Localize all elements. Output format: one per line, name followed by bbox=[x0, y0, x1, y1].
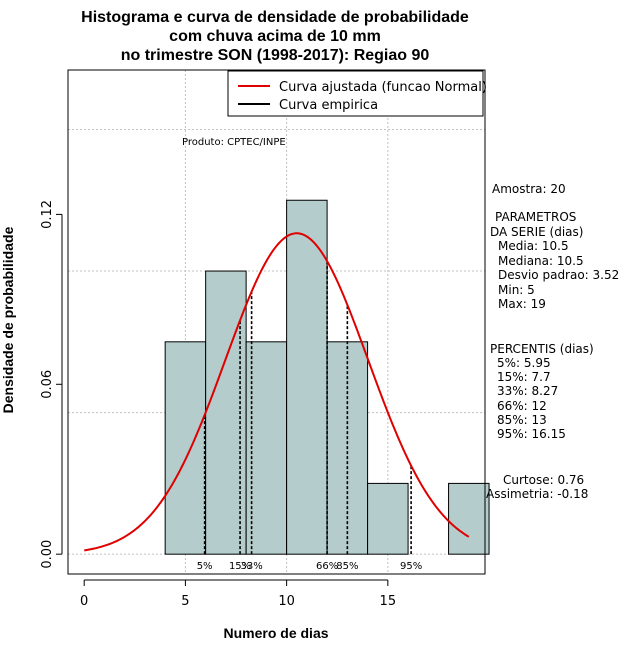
histogram-bar-7 bbox=[448, 482, 490, 555]
x-tick-label-2: 10 bbox=[278, 594, 295, 609]
legend: Curva ajustada (funcao Normal) Curva emp… bbox=[227, 70, 487, 117]
product-annotation: Produto: CPTEC/INPE bbox=[182, 137, 286, 148]
percentile-lines bbox=[203, 261, 412, 555]
x-tick-label-0: 0 bbox=[80, 594, 88, 609]
histogram-bar-3 bbox=[286, 199, 328, 555]
y-tick-label-1: 0.06 bbox=[40, 370, 55, 399]
stat-p95: 95%: 16.15 bbox=[497, 427, 566, 441]
stat-p85: 85%: 13 bbox=[497, 413, 547, 427]
stat-assimetria: Assimetria: -0.18 bbox=[486, 487, 588, 501]
stat-param-subtitle: DA SERIE (dias) bbox=[490, 225, 583, 239]
chart-title-line-2: com chuva acima de 10 mm bbox=[169, 28, 381, 45]
chart-title-line-1: Histograma e curva de densidade de proba… bbox=[81, 9, 469, 26]
percentile-label-66: 66% bbox=[316, 561, 338, 572]
stat-max: Max: 19 bbox=[498, 297, 546, 311]
y-axis-title: Densidade de probabilidade bbox=[0, 226, 16, 413]
histogram-bar-0 bbox=[164, 341, 207, 555]
stat-param-title: PARAMETROS bbox=[495, 210, 576, 224]
stat-mediana: Mediana: 10.5 bbox=[498, 254, 584, 268]
legend-label-normal: Curva ajustada (funcao Normal) bbox=[279, 80, 487, 95]
x-tick-label-3: 15 bbox=[380, 594, 397, 609]
stat-p5: 5%: 5.95 bbox=[497, 356, 551, 370]
legend-label-empirical: Curva empirica bbox=[279, 98, 378, 113]
percentile-label-85: 85% bbox=[336, 561, 358, 572]
legend-box bbox=[227, 70, 484, 117]
x-axis: 0 5 10 15 bbox=[80, 579, 397, 609]
percentile-label-95: 95% bbox=[400, 561, 422, 572]
histogram-bar-2 bbox=[245, 341, 288, 555]
histogram-bar-5 bbox=[367, 482, 409, 555]
percentile-label-33: 33% bbox=[240, 561, 262, 572]
stat-amostra: Amostra: 20 bbox=[492, 182, 566, 196]
percentile-label-5: 5% bbox=[197, 561, 213, 572]
x-tick-label-1: 5 bbox=[181, 594, 189, 609]
stat-min: Min: 5 bbox=[498, 283, 535, 297]
y-tick-label-2: 0.12 bbox=[40, 200, 55, 229]
x-axis-title: Numero de dias bbox=[223, 625, 328, 641]
stat-desvio: Desvio padrao: 3.52 bbox=[498, 268, 619, 282]
y-tick-label-0: 0.00 bbox=[40, 540, 55, 569]
chart-title-line-3: no trimestre SON (1998-2017): Regiao 90 bbox=[121, 47, 430, 64]
percentile-label-15: 15% bbox=[229, 561, 251, 572]
stat-curtose: Curtose: 0.76 bbox=[503, 473, 584, 487]
plot-frame bbox=[67, 69, 486, 575]
stat-p15: 15%: 7.7 bbox=[497, 370, 551, 384]
stats-panel: Amostra: 20 PARAMETROS DA SERIE (dias) M… bbox=[486, 182, 619, 501]
stat-media: Media: 10.5 bbox=[498, 239, 569, 253]
percentile-labels: 5% 15%33% 66%85% 95% bbox=[197, 561, 423, 572]
stat-p66: 66%: 12 bbox=[497, 399, 547, 413]
normal-fit-curve bbox=[84, 232, 470, 552]
stat-pct-title: PERCENTIS (dias) bbox=[490, 342, 594, 356]
stat-p33: 33%: 8.27 bbox=[497, 384, 558, 398]
y-axis: 0.00 0.06 0.12 bbox=[40, 200, 63, 569]
